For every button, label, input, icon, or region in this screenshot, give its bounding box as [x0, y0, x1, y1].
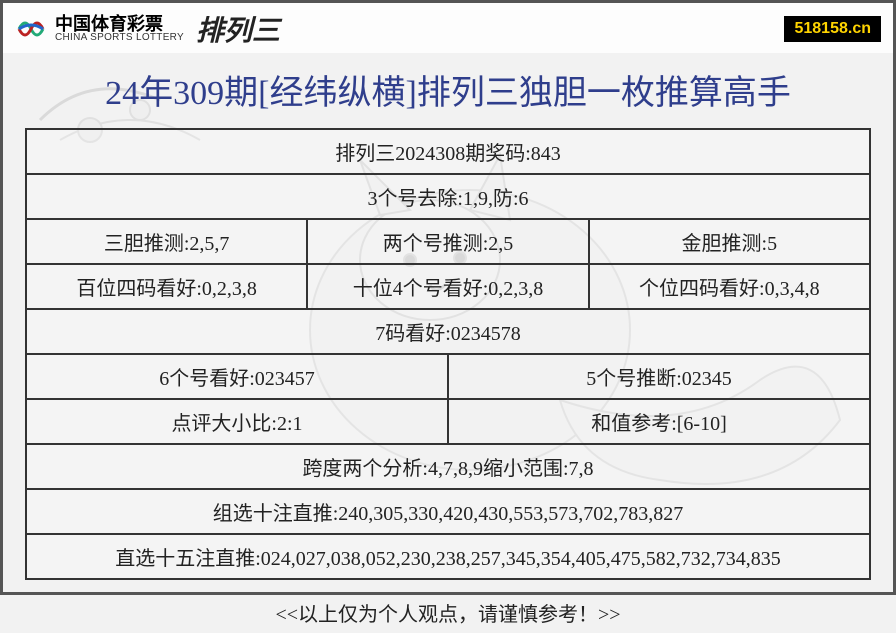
table-cell: 7码看好:0234578: [27, 310, 869, 353]
table-cell: 和值参考:[6-10]: [449, 400, 869, 443]
table-cell: 3个号去除:1,9,防:6: [27, 175, 869, 218]
page-frame: 中国体育彩票 CHINA SPORTS LOTTERY 排列三 518158.c…: [0, 0, 896, 595]
table-cell: 排列三2024308期奖码:843: [27, 130, 869, 173]
table-cell: 点评大小比:2:1: [27, 400, 449, 443]
brand-en: CHINA SPORTS LOTTERY: [55, 33, 184, 43]
table-row: 百位四码看好:0,2,3,8十位4个号看好:0,2,3,8个位四码看好:0,3,…: [27, 265, 869, 310]
table-cell: 百位四码看好:0,2,3,8: [27, 265, 308, 308]
table-row: 点评大小比:2:1和值参考:[6-10]: [27, 400, 869, 445]
table-row: 排列三2024308期奖码:843: [27, 130, 869, 175]
table-cell: 6个号看好:023457: [27, 355, 449, 398]
table-row: 三胆推测:2,5,7两个号推测:2,5金胆推测:5: [27, 220, 869, 265]
site-url-badge: 518158.cn: [784, 16, 881, 42]
table-cell: 三胆推测:2,5,7: [27, 220, 308, 263]
table-cell: 两个号推测:2,5: [308, 220, 589, 263]
table-row: 6个号看好:0234575个号推断:02345: [27, 355, 869, 400]
topbar: 中国体育彩票 CHINA SPORTS LOTTERY 排列三 518158.c…: [3, 3, 893, 53]
table-row: 组选十注直推:240,305,330,420,430,553,573,702,7…: [27, 490, 869, 535]
table-row: 7码看好:0234578: [27, 310, 869, 355]
table-cell: 5个号推断:02345: [449, 355, 869, 398]
table-cell: 跨度两个分析:4,7,8,9缩小范围:7,8: [27, 445, 869, 488]
lottery-logo-icon: [15, 13, 47, 45]
table-cell: 直选十五注直推:024,027,038,052,230,238,257,345,…: [27, 535, 869, 578]
prediction-table: 排列三2024308期奖码:8433个号去除:1,9,防:6三胆推测:2,5,7…: [25, 128, 871, 580]
brand-block: 中国体育彩票 CHINA SPORTS LOTTERY 排列三: [15, 9, 280, 49]
brand-cn: 中国体育彩票: [55, 15, 184, 33]
table-cell: 十位4个号看好:0,2,3,8: [308, 265, 589, 308]
table-cell: 金胆推测:5: [590, 220, 869, 263]
table-row: 3个号去除:1,9,防:6: [27, 175, 869, 220]
brand-product: 排列三: [196, 9, 280, 49]
table-cell: 组选十注直推:240,305,330,420,430,553,573,702,7…: [27, 490, 869, 533]
table-row: 直选十五注直推:024,027,038,052,230,238,257,345,…: [27, 535, 869, 578]
table-cell: 个位四码看好:0,3,4,8: [590, 265, 869, 308]
footer-note: <<以上仅为个人观点，请谨慎参考！>>: [3, 590, 893, 633]
page-title: 24年309期[经纬纵横]排列三独胆一枚推算高手: [3, 53, 893, 128]
table-row: 跨度两个分析:4,7,8,9缩小范围:7,8: [27, 445, 869, 490]
